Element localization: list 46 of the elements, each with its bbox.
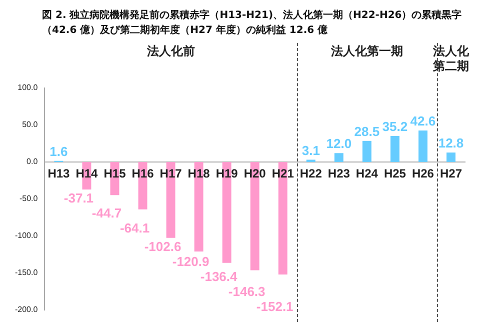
bar [334,153,344,162]
x-tick-label: H27 [440,166,462,180]
data-label: 1.6 [50,144,68,159]
y-tick-label: 0.0 [26,157,38,166]
x-tick-label: H13 [48,166,70,180]
data-label: -37.1 [64,190,94,206]
data-label: 12.8 [438,136,464,151]
x-tick-label: H26 [412,166,434,180]
data-label: -136.4 [200,269,238,284]
data-label: -120.9 [172,254,210,269]
x-tick-label: H24 [356,166,378,180]
bar [446,152,456,162]
x-tick-label: H18 [188,166,210,180]
data-label: -146.3 [228,284,266,299]
x-tick-label: H21 [272,166,294,180]
data-label: -64.1 [120,220,150,236]
data-label: -152.1 [256,299,294,314]
x-tick-label: H20 [244,166,266,180]
chart-title: 図 2. 独立病院機構発足前の累積赤字（H13-H21)、法人化第一期（H22-H26）の累積黒字（42.6 億）及び第二期初年度（H27 年度）の純利益 12.6 億 [41,8,463,38]
data-label: -102.6 [144,239,182,254]
x-tick-label: H15 [104,166,126,180]
y-tick-label: 50.0 [22,120,38,130]
text: 法人化第一期 [330,44,403,58]
x-tick-label: H19 [216,166,238,180]
bar [418,130,428,162]
y-tick-label: -100.0 [14,231,38,240]
data-label: -44.7 [92,206,122,221]
text: 法人化前 [146,44,196,59]
x-tick-label: H25 [384,166,406,180]
x-tick-label: H16 [132,166,154,180]
bar [362,140,372,162]
x-tick-label: H23 [328,166,350,180]
data-label: 42.6 [410,114,436,129]
data-label: 12.0 [326,136,352,152]
x-tick-label: H14 [76,166,98,180]
x-tick-label: H17 [160,166,182,180]
y-tick-label: -150.0 [14,268,38,278]
bar [390,136,400,162]
y-tick-label: -50.0 [19,194,38,204]
data-label: 28.5 [354,124,380,139]
x-tick-label: H22 [300,166,322,180]
data-label: 3.1 [302,142,320,158]
y-tick-label: 100.0 [18,83,38,92]
y-tick-label: -200.0 [14,305,38,314]
data-label: 35.2 [382,119,408,134]
text: 法人化第二期 [432,44,470,74]
